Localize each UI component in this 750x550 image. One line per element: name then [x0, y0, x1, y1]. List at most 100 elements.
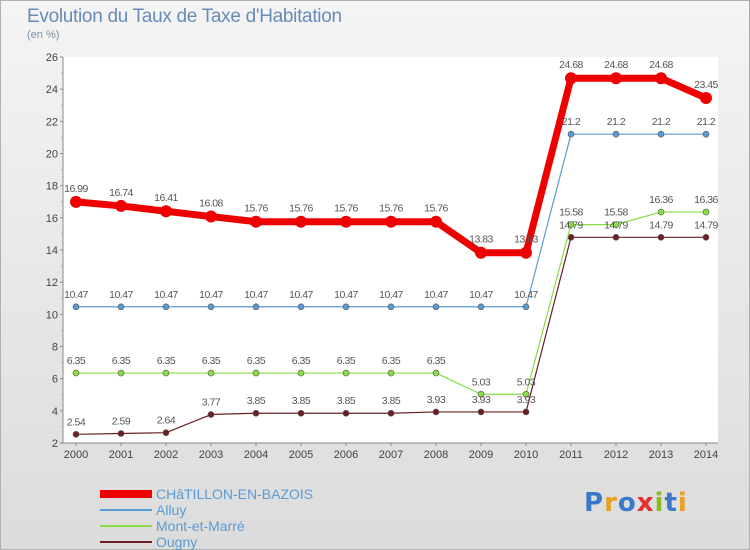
data-label-2: 5.03: [472, 376, 491, 388]
data-label-0: 15.76: [244, 203, 268, 215]
data-point-1: [387, 303, 395, 311]
data-label-3: 2.54: [67, 416, 86, 428]
data-point-1: [297, 303, 305, 311]
y-tick-label: 2: [52, 438, 58, 450]
data-point-3: [612, 233, 620, 241]
data-point-1: [207, 303, 215, 311]
data-label-1: 10.47: [469, 289, 493, 301]
data-point-2: [117, 369, 125, 377]
legend-item-mont-et-marre: Mont-et-Marré: [100, 518, 313, 534]
data-point-3: [72, 431, 80, 438]
data-point-1: [477, 303, 485, 311]
data-point-2: [72, 369, 80, 377]
data-point-0: [70, 195, 82, 208]
data-point-0: [340, 215, 352, 228]
y-tick-label: 18: [46, 181, 58, 193]
data-label-2: 6.35: [157, 355, 176, 367]
data-point-0: [205, 210, 217, 223]
proxiti-logo: Proxiti: [584, 488, 688, 518]
data-point-2: [657, 208, 665, 216]
data-label-2: 6.35: [67, 355, 86, 367]
data-point-0: [700, 92, 712, 105]
y-tick-label: 6: [52, 374, 58, 386]
data-point-1: [252, 303, 260, 311]
x-tick-label: 2001: [109, 449, 133, 461]
x-tick-label: 2014: [694, 449, 718, 461]
plot-area: [63, 57, 718, 443]
legend-swatch-chatillon: [100, 490, 152, 498]
legend-label-chatillon: CHâTILLON-EN-BAZOIS: [156, 486, 314, 502]
data-label-0: 15.76: [334, 203, 358, 215]
x-tick-label: 2003: [199, 449, 223, 461]
data-point-3: [567, 233, 575, 241]
y-tick-label: 10: [46, 309, 58, 321]
data-point-3: [657, 233, 665, 241]
legend-label-ougny: Ougny: [156, 534, 198, 550]
x-tick-label: 2011: [559, 449, 583, 461]
legend-label-alluy: Alluy: [156, 502, 187, 518]
data-label-2: 6.35: [382, 355, 401, 367]
data-label-0: 16.99: [64, 183, 88, 195]
logo-letter: i: [677, 488, 688, 518]
x-tick-label: 2005: [289, 449, 313, 461]
data-point-1: [117, 303, 125, 311]
data-label-1: 10.47: [379, 289, 403, 301]
data-point-3: [477, 408, 485, 416]
data-label-0: 16.41: [154, 192, 178, 204]
x-tick-label: 2006: [334, 449, 358, 461]
data-point-0: [565, 72, 577, 85]
data-label-0: 15.76: [289, 203, 313, 215]
legend-item-chatillon: CHâTILLON-EN-BAZOIS: [100, 486, 313, 502]
data-point-2: [387, 369, 395, 377]
data-point-3: [702, 233, 710, 241]
data-point-2: [162, 369, 170, 377]
data-label-0: 24.68: [559, 59, 583, 71]
y-tick-label: 24: [46, 84, 58, 96]
data-label-2: 6.35: [427, 355, 446, 367]
data-label-0: 13.83: [469, 234, 493, 246]
data-point-1: [522, 303, 530, 311]
data-label-0: 16.08: [199, 198, 223, 210]
data-point-2: [342, 369, 350, 377]
data-point-0: [655, 72, 667, 85]
data-label-1: 10.47: [424, 289, 448, 301]
data-point-2: [207, 369, 215, 377]
y-tick-label: 20: [46, 149, 58, 161]
y-tick-label: 16: [46, 213, 58, 225]
data-label-3: 3.85: [337, 395, 356, 407]
legend-swatch-alluy: [100, 509, 152, 511]
data-label-3: 3.93: [427, 394, 446, 406]
legend: CHâTILLON-EN-BAZOIS Alluy Mont-et-Marré …: [100, 486, 313, 550]
data-label-1: 21.2: [652, 116, 671, 128]
y-tick-label: 26: [46, 52, 58, 64]
data-label-2: 5.03: [517, 376, 536, 388]
x-tick-label: 2002: [154, 449, 178, 461]
data-point-3: [162, 429, 170, 437]
unit-label: (en %): [27, 29, 60, 41]
data-label-1: 21.2: [697, 116, 716, 128]
data-point-1: [702, 130, 710, 138]
data-point-0: [295, 215, 307, 228]
legend-swatch-ougny: [100, 541, 152, 543]
data-point-0: [610, 72, 622, 85]
legend-item-ougny: Ougny: [100, 534, 313, 550]
data-point-3: [207, 411, 215, 418]
legend-label-mont-et-marre: Mont-et-Marré: [156, 518, 245, 534]
logo-letter: t: [664, 488, 678, 518]
data-point-0: [250, 215, 262, 228]
data-label-1: 10.47: [199, 289, 223, 301]
x-tick-label: 2009: [469, 449, 493, 461]
data-point-0: [115, 199, 127, 212]
data-point-2: [252, 369, 260, 377]
data-point-1: [72, 303, 80, 311]
data-label-1: 21.2: [607, 116, 626, 128]
data-point-3: [432, 408, 440, 416]
data-label-1: 10.47: [514, 289, 538, 301]
data-point-2: [477, 390, 485, 398]
y-tick-label: 4: [52, 406, 58, 418]
x-tick-label: 2013: [649, 449, 673, 461]
data-label-0: 13.83: [514, 234, 538, 246]
data-point-1: [432, 303, 440, 311]
legend-item-alluy: Alluy: [100, 502, 313, 518]
data-label-1: 21.2: [562, 116, 581, 128]
